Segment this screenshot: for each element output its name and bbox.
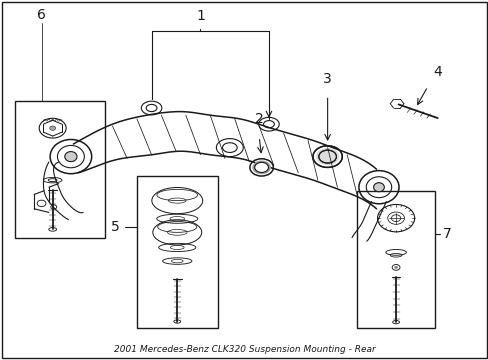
Ellipse shape [254,162,268,172]
Bar [137,176,217,328]
Ellipse shape [315,148,339,165]
Text: 6: 6 [37,8,46,22]
Text: 1: 1 [196,9,204,23]
Text: 7: 7 [442,227,450,241]
Ellipse shape [50,126,56,130]
Ellipse shape [64,152,77,162]
Ellipse shape [373,183,384,192]
Text: 2001 Mercedes-Benz CLK320 Suspension Mounting - Rear: 2001 Mercedes-Benz CLK320 Suspension Mou… [113,345,375,354]
Ellipse shape [393,266,397,269]
Bar [15,101,105,238]
Text: 4: 4 [432,65,441,79]
Ellipse shape [252,161,270,174]
Text: 5: 5 [111,220,120,234]
Bar [356,191,434,328]
Text: 2: 2 [254,112,263,126]
Text: 3: 3 [323,72,331,86]
